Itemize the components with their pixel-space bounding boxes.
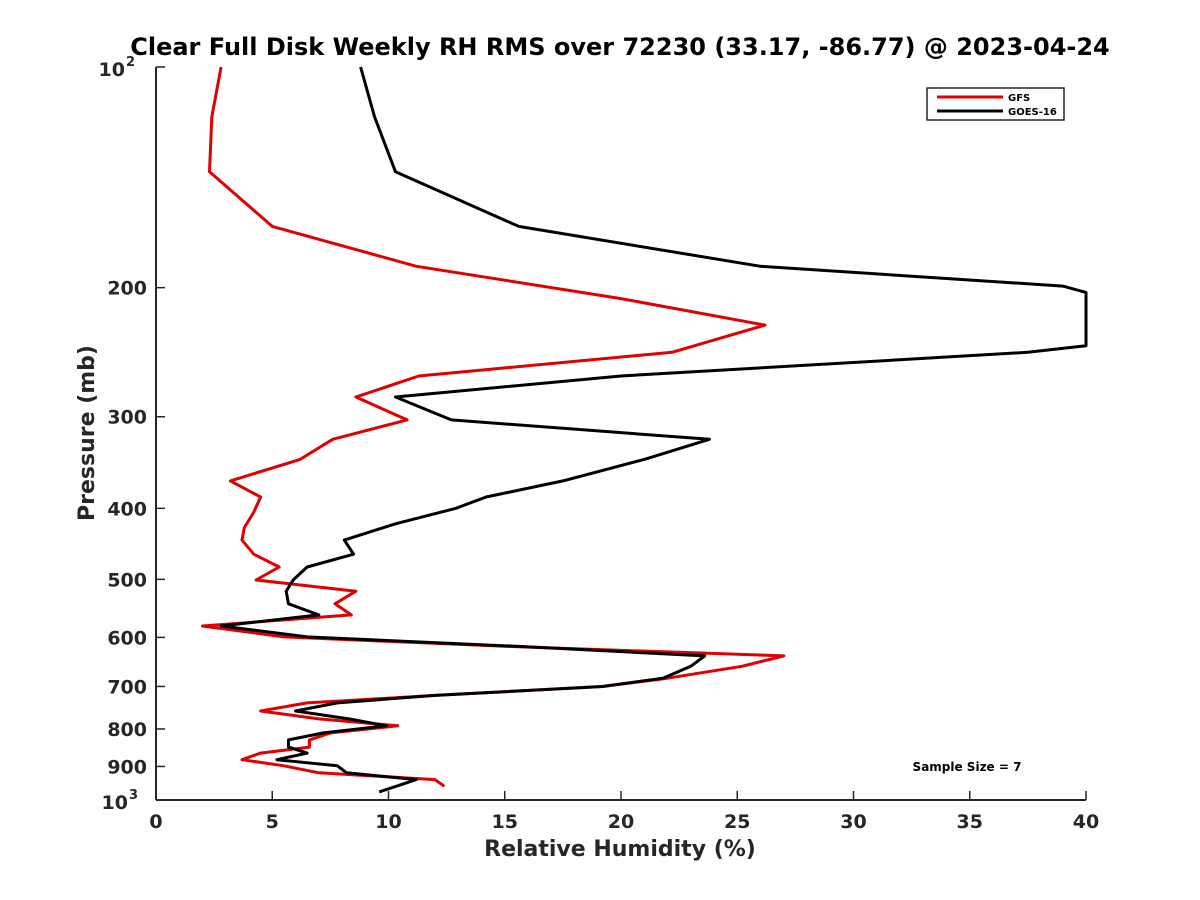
chart-title: Clear Full Disk Weekly RH RMS over 72230… <box>130 33 1110 61</box>
y-tick-label: 500 <box>107 569 147 591</box>
x-tick-label: 20 <box>608 811 634 833</box>
legend: GFS GOES-16 <box>926 87 1065 121</box>
x-tick-label: 5 <box>266 811 279 833</box>
series-line-gfs <box>201 66 786 788</box>
y-tick-100: 10 2 <box>99 55 165 81</box>
x-tick-label: 35 <box>957 811 983 833</box>
y-tick-label: 900 <box>107 756 147 778</box>
x-tick-label: 15 <box>492 811 518 833</box>
y-tick-label: 300 <box>107 407 147 429</box>
legend-box <box>926 87 1065 121</box>
x-tick-label: 10 <box>375 811 401 833</box>
sample-size-annotation: Sample Size = 7 <box>913 760 1022 774</box>
y-tick-label-1000-base: 10 <box>102 792 128 814</box>
series-layer <box>201 66 1088 794</box>
y-tick-label: 800 <box>107 719 147 741</box>
legend-label-goes16: GOES-16 <box>1008 107 1057 118</box>
x-axis-label: Relative Humidity (%) <box>484 837 756 862</box>
y-tick-label-100-exp: 2 <box>126 55 135 70</box>
x-tick-label: 25 <box>724 811 750 833</box>
x-tick-label: 0 <box>149 811 162 833</box>
x-tick-label: 30 <box>840 811 866 833</box>
y-axis-label: Pressure (mb) <box>75 345 100 521</box>
y-tick-label: 700 <box>107 676 147 698</box>
legend-label-gfs: GFS <box>1008 93 1030 104</box>
y-tick-label: 600 <box>107 627 147 649</box>
y-tick-label-1000-exp: 3 <box>129 788 138 803</box>
y-tick-1000: 10 3 <box>102 788 165 814</box>
x-tick-label: 40 <box>1073 811 1099 833</box>
x-ticks: 0 5 10 15 20 25 30 35 40 <box>149 791 1099 833</box>
y-tick-label: 400 <box>107 498 147 520</box>
y-tick-label-100-base: 10 <box>99 59 125 81</box>
y-ticks: 200 300 400 500 600 700 800 900 <box>107 278 165 778</box>
series-line-goes16 <box>219 66 1088 794</box>
y-tick-label: 200 <box>107 278 147 300</box>
